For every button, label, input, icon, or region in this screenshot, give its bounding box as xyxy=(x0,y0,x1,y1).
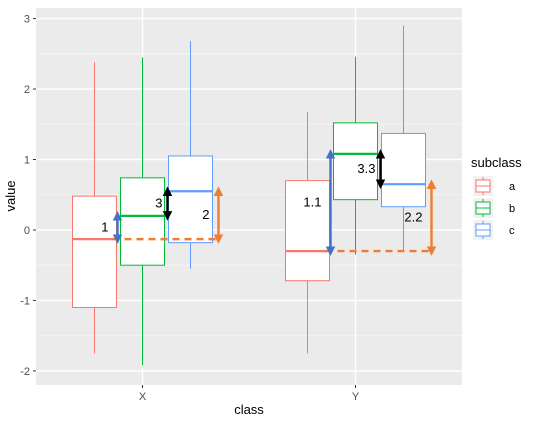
legend-label-c: c xyxy=(509,225,515,237)
y-tick-label: -1 xyxy=(20,295,30,307)
annotation-label: 1.1 xyxy=(303,194,321,209)
y-tick-label: 1 xyxy=(24,155,30,167)
box-layer xyxy=(72,25,426,366)
annotation-label: 2.2 xyxy=(404,210,422,225)
box-X-b xyxy=(120,57,165,366)
legend-key-b xyxy=(473,198,493,218)
legend-label-a: a xyxy=(509,181,516,193)
annotation-label: 3 xyxy=(155,196,162,211)
x-tick-label: Y xyxy=(352,391,360,403)
y-axis: -2 -1 0 1 2 3 xyxy=(20,14,36,378)
legend-title: subclass xyxy=(471,155,522,170)
y-tick-label: 0 xyxy=(24,225,30,237)
box-Y-c xyxy=(381,25,426,252)
box-body xyxy=(168,155,213,244)
legend-key-a xyxy=(473,176,493,196)
box-body xyxy=(120,177,165,266)
box-body xyxy=(381,132,426,208)
box-X-a xyxy=(72,62,117,354)
box-X-c xyxy=(168,41,213,269)
legend-key-c xyxy=(473,220,493,240)
annotation-label: 3.3 xyxy=(357,161,375,176)
legend: subclass abc xyxy=(471,155,522,240)
box-Y-a xyxy=(285,112,330,354)
y-tick-label: 2 xyxy=(24,84,30,96)
y-axis-title: value xyxy=(3,180,18,211)
box-body xyxy=(285,180,330,282)
y-tick-label: 3 xyxy=(24,14,30,26)
legend-label-b: b xyxy=(509,203,515,215)
annotation-label: 1 xyxy=(101,220,108,235)
box-body xyxy=(72,195,117,308)
x-axis-title: class xyxy=(234,402,264,417)
x-tick-label: X xyxy=(139,391,147,403)
annotation-layer: 1 3 2 1.1 3.3 2.2 xyxy=(101,149,437,256)
y-tick-label: -2 xyxy=(20,366,30,378)
annotation-label: 2 xyxy=(202,207,209,222)
